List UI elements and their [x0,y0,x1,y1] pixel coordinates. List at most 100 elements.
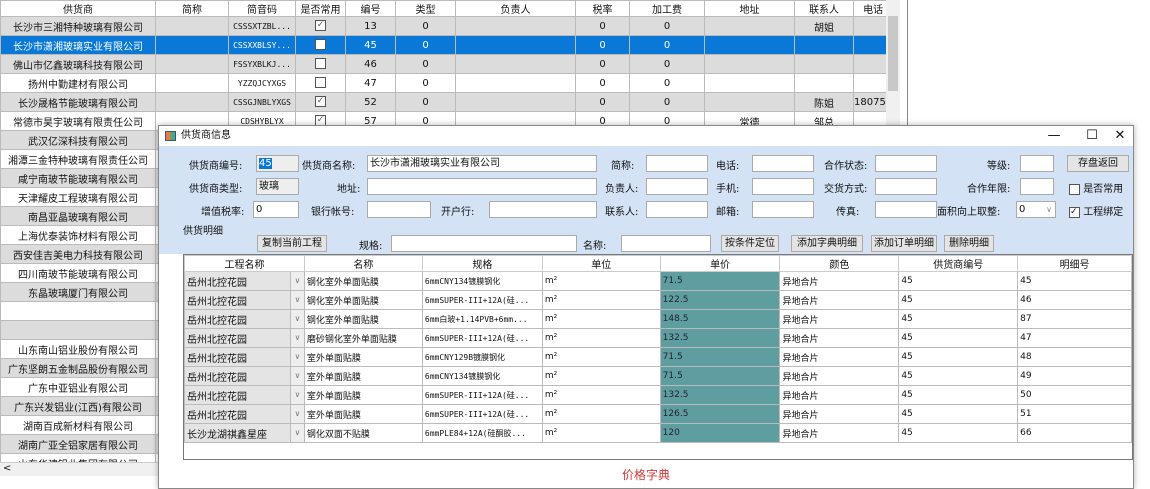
table-cell[interactable]: 陈姐 [794,92,854,112]
detail-cell[interactable]: 71.5 [659,347,781,367]
table-cell[interactable]: 0 [629,16,705,36]
table-cell[interactable]: 湖南百成新材料有限公司 [0,415,156,435]
table-cell[interactable]: 46 [345,54,396,74]
frequent-checkbox[interactable]: 是否常用 [1069,180,1123,195]
table-cell[interactable]: CSSGJNBLYXGS [228,92,296,112]
contact-input[interactable] [646,201,708,218]
chevron-down-icon[interactable]: ∨ [289,329,304,347]
email-input[interactable] [752,201,814,218]
detail-cell[interactable]: 6mmCNY134镀膜钢化 [421,271,543,291]
detail-cell[interactable]: 岳州北控花园 ∨ [184,309,305,329]
detail-cell[interactable]: 45 [898,309,1019,329]
detail-cell[interactable]: 长沙龙湖祺鑫星座 ∨ [184,423,305,443]
column-header[interactable]: 单位 [541,255,661,272]
table-cell[interactable] [455,73,576,93]
table-cell[interactable]: 湘潭三金特种玻璃有限责任公司 [0,149,156,169]
column-header[interactable]: 供货商编号 [898,255,1019,272]
detail-cell[interactable]: 45 [898,366,1019,386]
detail-cell[interactable]: 45 [898,385,1019,405]
detail-cell[interactable]: 异地合片 [779,366,900,386]
table-cell[interactable] [704,92,795,112]
chevron-down-icon[interactable]: ∨ [289,310,304,328]
table-cell[interactable]: 0 [395,16,456,36]
scrollbar-thumb[interactable] [888,16,898,91]
chevron-down-icon[interactable]: ∨ [289,291,304,309]
detail-cell[interactable]: 岳州北控花园 ∨ [184,290,305,310]
detail-cell[interactable]: m² [541,366,661,386]
detail-cell[interactable]: 异地合片 [779,290,900,310]
fax-input[interactable] [875,201,937,218]
locate-button[interactable]: 按条件定位 [721,235,779,252]
coop-years-input[interactable] [1020,178,1054,195]
add-order-detail-button[interactable]: 添加订单明细 [871,235,937,252]
table-cell[interactable]: YZZQJCYXGS [228,73,296,93]
detail-cell[interactable]: 钢化室外单面贴膜 [303,290,423,310]
table-cell[interactable]: 45 [345,35,396,55]
detail-cell[interactable]: 室外单面贴膜 [303,347,423,367]
detail-cell[interactable]: m² [541,328,661,348]
table-cell[interactable]: CSSSXTZBL... [228,16,296,36]
table-cell[interactable]: 上海优泰装饰材料有限公司 [0,225,156,245]
detail-cell[interactable]: 45 [1017,271,1132,291]
column-header[interactable]: 编号 [345,0,396,17]
column-header[interactable]: 颜色 [779,255,900,272]
detail-row[interactable]: 岳州北控花园 ∨ 钢化室外单面贴膜 6mmSUPER-III+12A(硅... m² 12… [184,290,1132,310]
table-cell[interactable] [704,16,795,36]
copy-project-button[interactable]: 复制当前工程 [257,235,327,252]
column-header[interactable]: 明细号 [1017,255,1132,272]
table-cell[interactable]: 0 [629,54,705,74]
table-cell[interactable]: ✓ [295,16,346,36]
table-cell[interactable]: 常德市昊宇玻璃有限责任公司 [0,111,156,131]
detail-cell[interactable]: 50 [1017,385,1132,405]
detail-cell[interactable]: 异地合片 [779,271,900,291]
delivery-input[interactable] [875,178,937,195]
table-cell[interactable] [794,35,854,55]
table-cell[interactable] [155,92,229,112]
detail-cell[interactable]: 120 [659,423,781,443]
delete-detail-button[interactable]: 删除明细 [944,235,994,252]
table-cell[interactable]: FSSYXBLKJ... [228,54,296,74]
checkbox-checked[interactable]: ✓ [315,20,326,32]
table-cell[interactable]: 扬州中勤建材有限公司 [0,73,156,93]
table-cell[interactable]: 南昌亚晶玻璃有限公司 [0,206,156,226]
detail-cell[interactable]: 异地合片 [779,423,900,443]
table-cell[interactable]: 长沙市潇湘玻璃实业有限公司 [0,35,156,55]
column-header[interactable]: 负责人 [455,0,576,17]
name-input[interactable] [621,235,711,252]
table-cell[interactable]: 长沙市三湘特种玻璃有限公司 [0,16,156,36]
table-cell[interactable]: 西安佳吉美电力科技有限公司 [0,244,156,264]
maximize-button[interactable]: ☐ [1086,128,1098,143]
detail-cell[interactable]: 148.5 [659,309,781,329]
chevron-down-icon[interactable]: ∨ [289,272,304,290]
table-cell[interactable]: 东晶玻璃厦门有限公司 [0,282,156,302]
detail-cell[interactable]: 71.5 [659,271,781,291]
supplier-name-input[interactable]: 长沙市潇湘玻璃实业有限公司 [367,155,597,172]
detail-row[interactable]: 岳州北控花园 ∨ 室外单面贴膜 6mmCNY129B镀膜钢化 m² 71.5 异地合片 45 4… [184,347,1132,367]
checkbox-checked[interactable]: ✓ [1069,206,1080,218]
column-header[interactable]: 税率 [575,0,630,17]
detail-cell[interactable]: 磨砂钢化室外单面贴膜 [303,328,423,348]
bank-input[interactable] [489,201,597,218]
detail-cell[interactable]: 岳州北控花园 ∨ [184,404,305,424]
column-header[interactable]: 地址 [704,0,795,17]
table-cell[interactable]: CSSXXBLSY... [228,35,296,55]
table-cell[interactable] [155,73,229,93]
bind-project-checkbox[interactable]: ✓ 工程绑定 [1069,203,1123,218]
detail-cell[interactable]: 6mmCNY134镀膜钢化 [421,366,543,386]
detail-cell[interactable]: 异地合片 [779,385,900,405]
detail-cell[interactable]: m² [541,309,661,329]
minimize-button[interactable]: — [1047,128,1061,143]
level-input[interactable] [1020,155,1054,172]
detail-cell[interactable]: 6mmCNY129B镀膜钢化 [421,347,543,367]
column-header[interactable]: 单价 [659,255,781,272]
detail-cell[interactable]: 6mmSUPER-III+12A(硅... [421,404,543,424]
table-cell[interactable]: 武汉亿深科技有限公司 [0,130,156,150]
table-cell[interactable] [155,54,229,74]
detail-cell[interactable]: 48 [1017,347,1132,367]
table-row[interactable]: 长沙市潇湘玻璃实业有限公司 CSSXXBLSY... 45 0 0 0 [0,35,894,55]
detail-cell[interactable]: 46 [1017,290,1132,310]
detail-cell[interactable]: m² [541,385,661,405]
table-cell[interactable]: 0 [575,16,630,36]
table-row[interactable]: 扬州中勤建材有限公司 YZZQJCYXGS 47 0 0 0 [0,73,894,93]
detail-cell[interactable]: 126.5 [659,404,781,424]
